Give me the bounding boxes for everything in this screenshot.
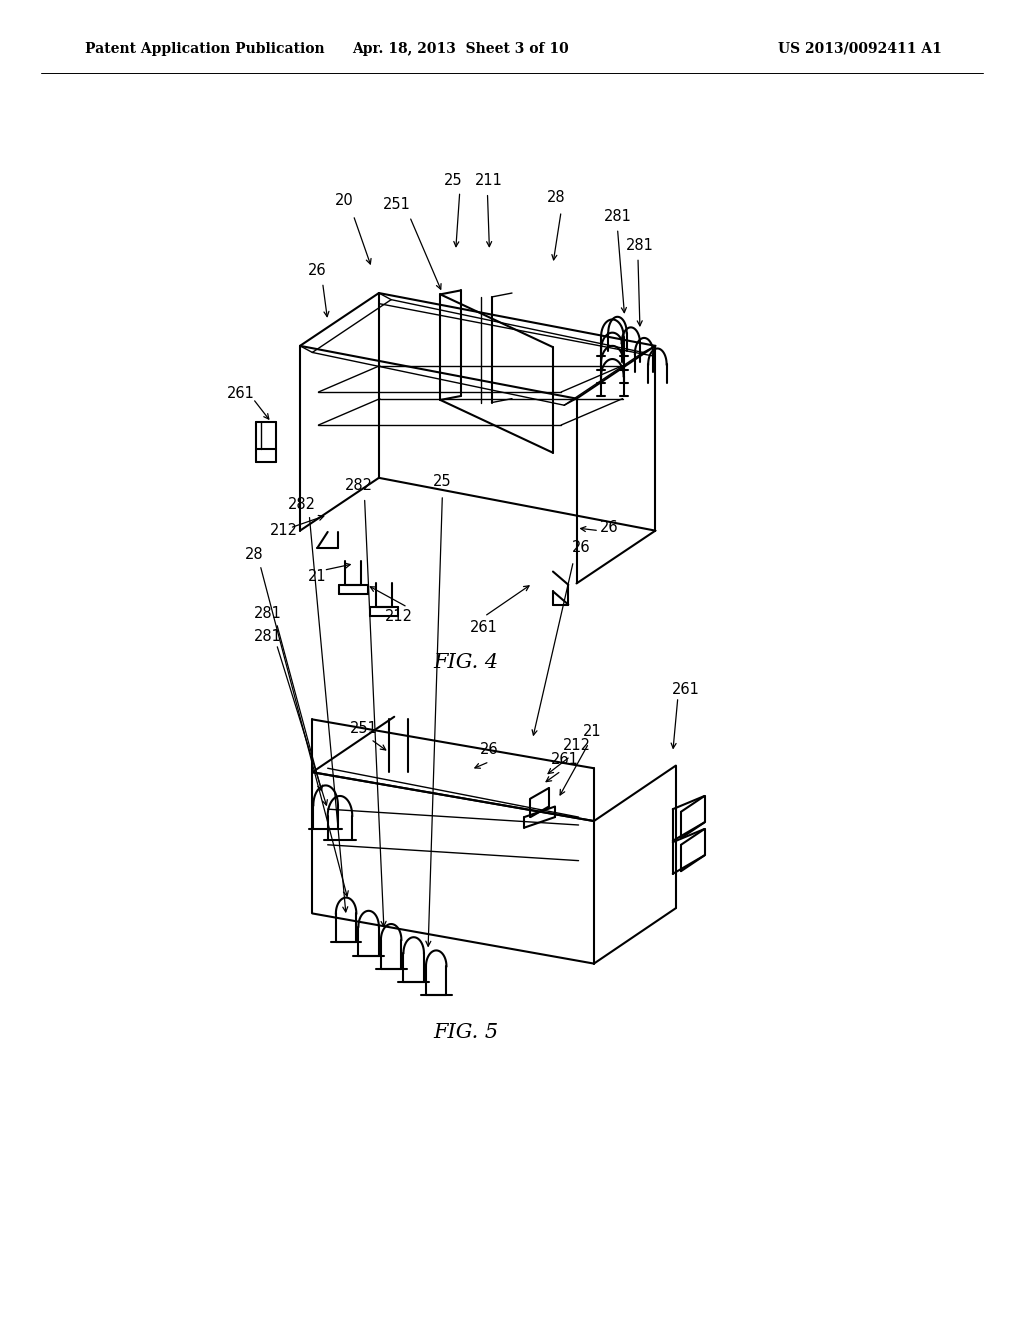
Text: FIG. 5: FIG. 5 [433, 1023, 499, 1041]
Text: 25: 25 [444, 173, 463, 189]
Text: 21: 21 [583, 723, 601, 739]
Text: 261: 261 [469, 619, 498, 635]
Text: 26: 26 [572, 540, 591, 556]
Text: 212: 212 [385, 609, 414, 624]
Text: 282: 282 [288, 496, 316, 512]
Text: 261: 261 [551, 751, 580, 767]
Text: 251: 251 [383, 197, 412, 213]
Text: FIG. 4: FIG. 4 [433, 653, 499, 672]
Text: 211: 211 [474, 173, 503, 189]
Text: 251: 251 [349, 721, 378, 737]
Text: 282: 282 [344, 478, 373, 494]
Text: 26: 26 [480, 742, 499, 758]
Text: 21: 21 [308, 569, 327, 585]
Text: 212: 212 [269, 523, 298, 539]
Text: US 2013/0092411 A1: US 2013/0092411 A1 [778, 42, 942, 55]
Text: 28: 28 [547, 190, 565, 206]
Text: 20: 20 [335, 193, 353, 209]
Text: 26: 26 [308, 263, 327, 279]
Text: 26: 26 [600, 520, 618, 536]
Text: 281: 281 [254, 606, 283, 622]
Text: 281: 281 [254, 628, 283, 644]
Text: 281: 281 [626, 238, 654, 253]
Text: 261: 261 [226, 385, 255, 401]
Text: 28: 28 [245, 546, 263, 562]
Text: 281: 281 [603, 209, 632, 224]
Text: 25: 25 [433, 474, 452, 490]
Text: 261: 261 [672, 681, 700, 697]
Text: 212: 212 [562, 738, 591, 754]
Text: Patent Application Publication: Patent Application Publication [85, 42, 325, 55]
Text: Apr. 18, 2013  Sheet 3 of 10: Apr. 18, 2013 Sheet 3 of 10 [352, 42, 569, 55]
